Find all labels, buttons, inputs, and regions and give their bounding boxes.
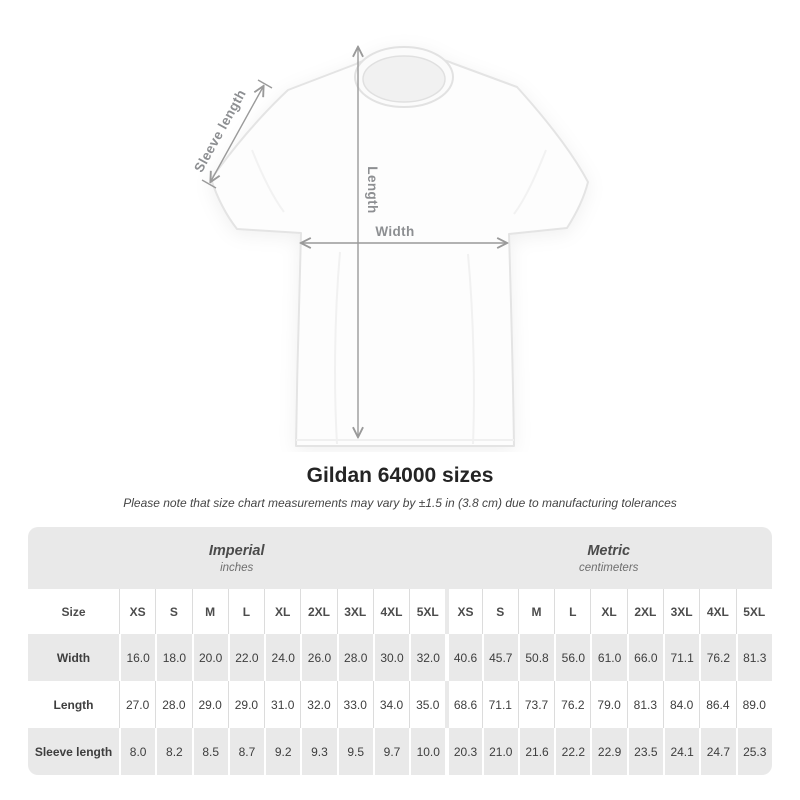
measurement-value-cell: 45.7 [481, 634, 518, 681]
measurement-value-cell: 28.0 [155, 681, 192, 728]
measurement-value-cell: 86.4 [699, 681, 736, 728]
size-column-header: L [554, 589, 591, 634]
measurement-value-cell: 29.0 [227, 681, 265, 728]
measurement-value-cell: 50.8 [517, 634, 555, 681]
sleeve-arrow-tick-bottom [201, 179, 217, 189]
measurement-value-cell: 40.6 [445, 634, 482, 681]
measurement-value-cell: 8.2 [155, 728, 192, 775]
measurement-value-cell: 9.5 [336, 728, 373, 775]
measurement-row: Sleeve length 8.0 8.2 8.5 8.7 9.2 9.3 9.5 9.7 10.… [28, 728, 772, 775]
measurement-value-cell: 35.0 [409, 681, 446, 728]
measurement-value-cell: 32.0 [300, 681, 337, 728]
size-column-header: L [227, 589, 265, 634]
measurement-value-cell: 24.7 [699, 728, 736, 775]
size-header-row: Size XS S M L XL 2XL 3XL 4XL 5XL XS S M L XL 2XL 3XL 4XL… [28, 589, 772, 634]
measurement-value-cell: 8.0 [119, 728, 156, 775]
size-column-header: XS [119, 589, 156, 634]
measurement-value-cell: 24.0 [264, 634, 301, 681]
measurement-value-cell: 16.0 [119, 634, 156, 681]
sleeve-arrow-tick-top [257, 79, 273, 89]
measurement-value-cell: 25.3 [735, 728, 772, 775]
measurement-value-cell: 34.0 [372, 681, 410, 728]
measurement-value-cell: 24.1 [662, 728, 700, 775]
measurement-value-cell: 10.0 [409, 728, 446, 775]
measurement-value-cell: 22.2 [554, 728, 591, 775]
measurement-value-cell: 32.0 [409, 634, 446, 681]
measurement-value-cell: 9.7 [372, 728, 410, 775]
tshirt-illustration: Width Length Sleeve length [191, 0, 589, 447]
measurement-value-cell: 76.2 [699, 634, 736, 681]
measurement-value-cell: 26.0 [300, 634, 337, 681]
tshirt-shape [210, 46, 589, 447]
tolerance-note: Please note that size chart measurements… [123, 496, 677, 510]
size-column-header: XS [445, 589, 482, 634]
size-column-header: S [155, 589, 192, 634]
size-column-header: M [517, 589, 555, 634]
size-column-header: XL [590, 589, 627, 634]
measurement-value-cell: 89.0 [735, 681, 772, 728]
imperial-group-header: Imperial inches [28, 527, 446, 589]
measurement-value-cell: 21.6 [517, 728, 555, 775]
size-column-header: S [481, 589, 518, 634]
imperial-label: Imperial [208, 542, 265, 559]
measurement-value-cell: 21.0 [481, 728, 518, 775]
measurement-value-cell: 68.6 [445, 681, 482, 728]
measurement-value-cell: 81.3 [626, 681, 663, 728]
measurement-value-cell: 22.0 [227, 634, 265, 681]
measurement-value-cell: 71.1 [662, 634, 700, 681]
measurement-value-cell: 30.0 [372, 634, 410, 681]
width-label: Width [375, 224, 414, 239]
measurement-value-cell: 61.0 [590, 634, 627, 681]
measurement-value-cell: 71.1 [481, 681, 518, 728]
measurement-value-cell: 73.7 [517, 681, 555, 728]
collar-inner [362, 55, 446, 103]
length-label: Length [365, 166, 380, 213]
measurement-value-cell: 27.0 [119, 681, 156, 728]
measurement-value-cell: 22.9 [590, 728, 627, 775]
measurement-value-cell: 33.0 [336, 681, 373, 728]
size-column-header: 5XL [735, 589, 772, 634]
metric-group-header: Metric centimeters [445, 527, 772, 589]
measurement-value-cell: 20.3 [445, 728, 482, 775]
measurement-row-label: Width [28, 634, 119, 681]
measurement-value-cell: 56.0 [554, 634, 591, 681]
unit-group-row: Imperial inches Metric centimeters [28, 527, 772, 589]
measurement-row-label: Length [28, 681, 119, 728]
size-column-header: 2XL [626, 589, 663, 634]
measurement-value-cell: 23.5 [626, 728, 663, 775]
size-column-header: 2XL [300, 589, 337, 634]
measurement-row: Width 16.0 18.0 20.0 22.0 24.0 26.0 28.0 30.0 32.… [28, 634, 772, 681]
measurement-value-cell: 79.0 [590, 681, 627, 728]
measurement-value-cell: 76.2 [554, 681, 591, 728]
measurement-value-cell: 29.0 [191, 681, 228, 728]
size-column-header: 4XL [699, 589, 736, 634]
measurement-value-cell: 28.0 [336, 634, 373, 681]
measurement-value-cell: 9.2 [264, 728, 301, 775]
measurement-row: Length 27.0 28.0 29.0 29.0 31.0 32.0 33.0 34.0 35… [28, 681, 772, 728]
size-column-header: XL [264, 589, 301, 634]
size-column-header: 5XL [409, 589, 446, 634]
size-column-header: 3XL [336, 589, 373, 634]
measurement-value-cell: 9.3 [300, 728, 337, 775]
measurement-value-cell: 81.3 [735, 634, 772, 681]
metric-unit-label: centimeters [578, 561, 639, 574]
size-column-header: 3XL [662, 589, 700, 634]
measurement-value-cell: 84.0 [662, 681, 700, 728]
size-row-label: Size [28, 589, 119, 634]
measurement-value-cell: 31.0 [264, 681, 301, 728]
page-title: Gildan 64000 sizes [306, 464, 494, 487]
size-column-header: M [191, 589, 228, 634]
imperial-unit-label: inches [220, 561, 254, 574]
measurement-value-cell: 8.7 [227, 728, 265, 775]
shirt-diagram: Width Length Sleeve length [191, 0, 589, 447]
size-chart-table: Imperial inches Metric centimeters Size … [28, 527, 772, 775]
measurement-row-label: Sleeve length [28, 728, 119, 775]
sleeve-arrow [211, 87, 263, 181]
measurement-value-cell: 8.5 [191, 728, 228, 775]
metric-label: Metric [587, 542, 631, 559]
measurement-value-cell: 66.0 [626, 634, 663, 681]
measurement-value-cell: 20.0 [191, 634, 228, 681]
measurement-value-cell: 18.0 [155, 634, 192, 681]
size-column-header: 4XL [372, 589, 410, 634]
